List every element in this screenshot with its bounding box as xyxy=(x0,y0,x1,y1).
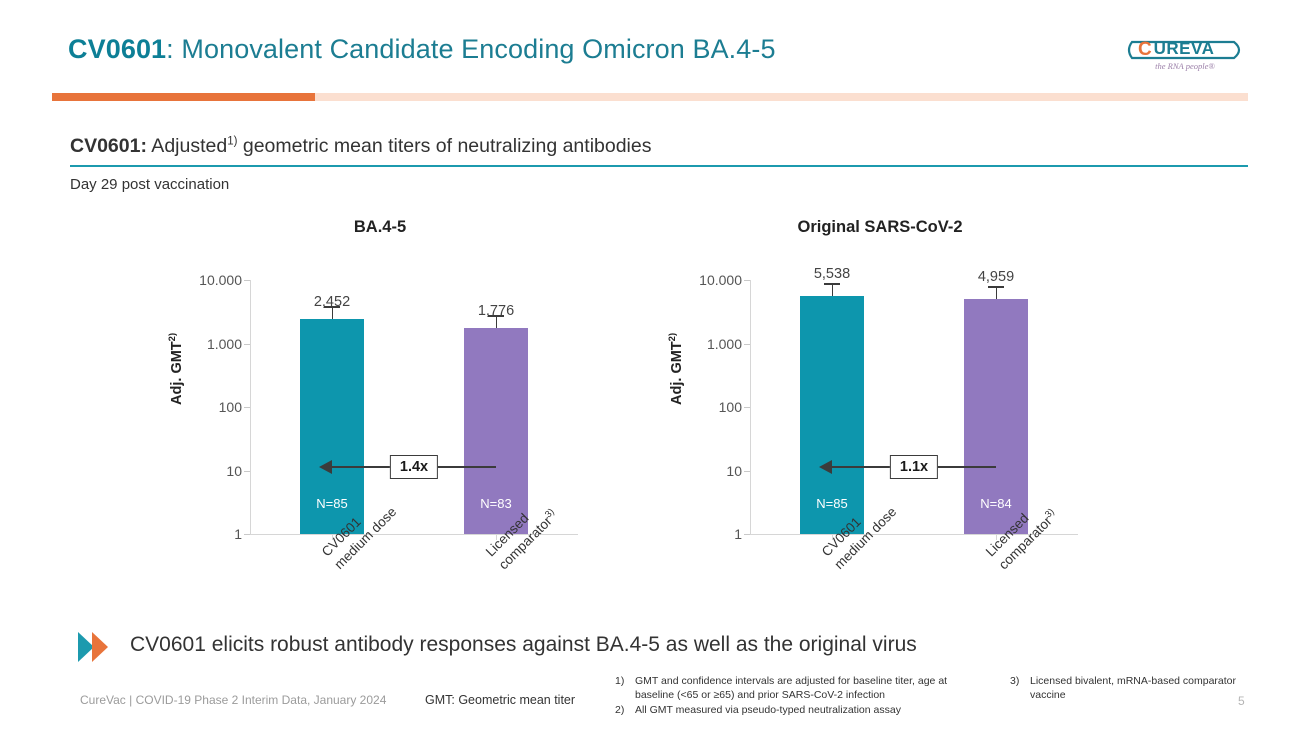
conclusion-text: CV0601 elicits robust antibody responses… xyxy=(130,633,917,656)
bar-n-label: N=83 xyxy=(480,496,512,511)
page-number: 5 xyxy=(1238,694,1245,708)
bar-value-label: 2,452 xyxy=(313,294,351,310)
bar-rect-comparator[interactable] xyxy=(964,299,1028,534)
x-axis-line xyxy=(250,534,578,535)
y-tick-label: 100 xyxy=(718,399,742,415)
page-title: CV0601: Monovalent Candidate Encoding Om… xyxy=(68,34,776,65)
y-tick-label: 10.000 xyxy=(199,272,242,288)
error-bar-cap-upper xyxy=(324,306,340,308)
fold-change-arrowhead xyxy=(319,460,332,474)
x-tick-mark xyxy=(332,534,333,540)
y-tick-mark xyxy=(244,343,250,345)
fold-change-arrowhead xyxy=(819,460,832,474)
title-accent-fill xyxy=(52,93,316,101)
bar-group[interactable]: 5,538 N=85 xyxy=(800,210,864,534)
fold-change-badge: 1.4x xyxy=(389,455,439,479)
y-tick-mark xyxy=(244,407,250,408)
footnote-item: 1) GMT and confidence intervals are adju… xyxy=(615,675,948,702)
y-tick-label: 1 xyxy=(234,526,242,542)
double-chevron-icon xyxy=(78,630,124,664)
y-tick-mark xyxy=(244,280,250,281)
error-bar-cap-upper xyxy=(824,283,840,285)
y-tick-label: 1 xyxy=(734,526,742,542)
footnotes-column-1: 1) GMT and confidence intervals are adju… xyxy=(615,674,955,719)
y-tick-label: 1.000 xyxy=(206,335,242,352)
bar-group[interactable]: 2,452 N=85 xyxy=(300,210,364,534)
chart-title: Original SARS-CoV-2 xyxy=(797,218,963,236)
footnote-ref-1: 1) xyxy=(227,135,238,148)
error-bar xyxy=(831,283,833,307)
error-bar-cap-upper xyxy=(488,315,504,317)
y-tick-label: 1.000 xyxy=(706,335,742,352)
y-tick-mark xyxy=(744,470,750,472)
y-tick-label: 10 xyxy=(226,462,242,479)
error-bar-cap-upper xyxy=(988,286,1004,288)
title-accent-rule xyxy=(52,93,1248,101)
chart-panel-ba45: BA.4-5 Adj. GMT2) 10.000 1.000 100 10 1 … xyxy=(120,210,640,630)
y-tick-mark xyxy=(244,470,250,472)
x-tick-mark xyxy=(996,534,997,540)
y-tick-mark xyxy=(244,534,250,535)
y-axis-line xyxy=(250,280,251,534)
bar-group[interactable]: 1,776 N=83 xyxy=(464,210,528,534)
chart-title: BA.4-5 xyxy=(353,218,407,236)
footnotes-column-2: 3) Licensed bivalent, mRNA-based compara… xyxy=(1010,674,1250,703)
page-title-strong: CV0601 xyxy=(68,34,167,64)
y-axis-line xyxy=(750,280,751,534)
bar-group[interactable]: 4,959 N=84 xyxy=(964,210,1028,534)
y-tick-mark xyxy=(744,534,750,535)
footnote-item: 3) Licensed bivalent, mRNA-based compara… xyxy=(1010,675,1237,702)
y-tick-label: 10 xyxy=(726,462,742,479)
y-tick-mark xyxy=(744,280,750,281)
y-tick-mark xyxy=(744,407,750,408)
footnote-item: 2) All GMT measured via pseudo-typed neu… xyxy=(615,704,901,717)
chart-panel-original-sars: Original SARS-CoV-2 Adj. GMT2) 10.000 1.… xyxy=(620,210,1140,630)
x-axis-line xyxy=(750,534,1078,535)
footer-source: CureVac | COVID-19 Phase 2 Interim Data,… xyxy=(80,693,387,707)
bar-n-label: N=85 xyxy=(316,496,348,511)
bar-value-label: 4,959 xyxy=(977,269,1015,285)
section-subtitle-text: Adjusted xyxy=(146,135,228,157)
bar-rect-cv0601[interactable] xyxy=(800,296,864,534)
svg-text:the RNA people®: the RNA people® xyxy=(1155,61,1215,71)
section-subtitle: CV0601: Adjusted1) geometric mean titers… xyxy=(70,135,652,158)
bar-rect-comparator[interactable] xyxy=(464,328,528,534)
svg-text:C: C xyxy=(1138,39,1152,60)
x-tick-mark xyxy=(496,534,497,540)
bar-n-label: N=84 xyxy=(980,496,1012,511)
curevac-logo: UREVA C the RNA people® xyxy=(1122,26,1248,74)
bar-value-label: 1,776 xyxy=(477,303,515,319)
bar-value-label: 5,538 xyxy=(813,266,851,282)
x-tick-mark xyxy=(832,534,833,540)
fold-change-badge: 1.1x xyxy=(889,455,939,479)
svg-text:UREVA: UREVA xyxy=(1154,39,1215,58)
y-tick-label: 100 xyxy=(218,399,242,415)
y-tick-mark xyxy=(744,343,750,345)
bar-rect-cv0601[interactable] xyxy=(300,319,364,534)
section-subtitle-text2: geometric mean titers of neutralizing an… xyxy=(237,135,652,157)
bar-n-label: N=85 xyxy=(816,496,848,511)
page-title-rest: : Monovalent Candidate Encoding Omicron … xyxy=(166,34,776,64)
timepoint-label: Day 29 post vaccination xyxy=(70,176,230,193)
footer-abbreviation: GMT: Geometric mean titer xyxy=(425,693,576,707)
section-subtitle-strong: CV0601: xyxy=(70,135,147,157)
section-divider xyxy=(70,165,1248,167)
y-tick-label: 10.000 xyxy=(699,272,742,288)
